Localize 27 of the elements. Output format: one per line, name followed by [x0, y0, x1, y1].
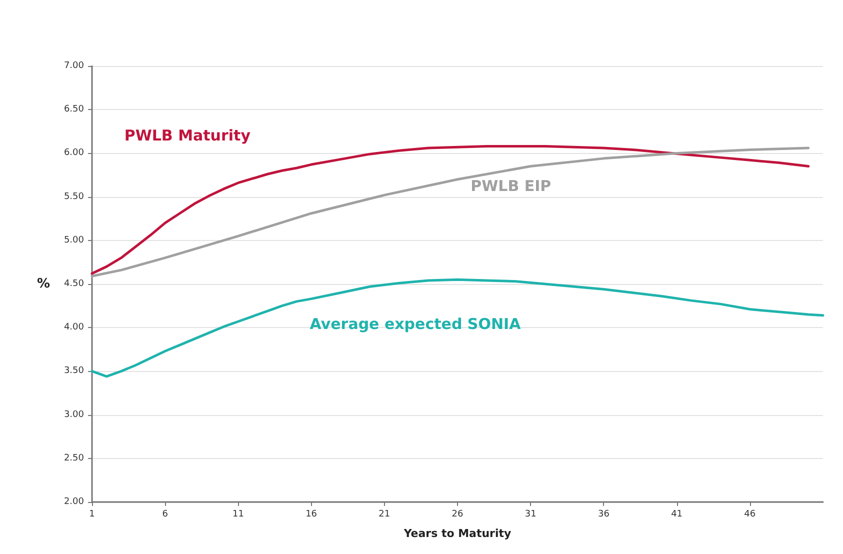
- y-tick-label: 5.50: [64, 192, 84, 202]
- x-tick-label: 21: [378, 510, 390, 520]
- x-tick-label: 36: [598, 510, 610, 520]
- y-tick-label: 3.00: [64, 410, 84, 420]
- text: PWLB Maturity: [124, 126, 251, 144]
- y-axis-title: %: [36, 276, 50, 292]
- y-tick-label: 6.00: [64, 148, 84, 158]
- x-tick-label: 31: [524, 510, 536, 520]
- x-axis-title: Years to Maturity: [402, 527, 512, 540]
- series-label: Average expected SONIA: [310, 315, 522, 334]
- y-tick-label: 2.50: [64, 453, 84, 464]
- x-tick-label: 41: [671, 510, 683, 520]
- y-tick-label: 3.50: [64, 366, 84, 376]
- y-tick-label: 2.00: [64, 497, 84, 507]
- y-tick-label: 6.50: [64, 104, 84, 115]
- y-tick-label: 4.50: [64, 279, 84, 289]
- series-label: PWLB EIP: [470, 176, 552, 195]
- y-tick-label: 7.00: [64, 61, 84, 71]
- line-series: [90, 278, 824, 378]
- y-tick-label: 5.00: [64, 235, 84, 246]
- x-tick-label: 11: [232, 510, 244, 520]
- x-tick-label: 16: [306, 510, 318, 520]
- x-tick-label: 26: [452, 510, 464, 520]
- x-tick-label: 46: [744, 510, 756, 520]
- y-tick-label: 4.00: [64, 322, 84, 333]
- x-tick-label: 6: [162, 510, 168, 520]
- x-tick-label: 1: [89, 510, 95, 520]
